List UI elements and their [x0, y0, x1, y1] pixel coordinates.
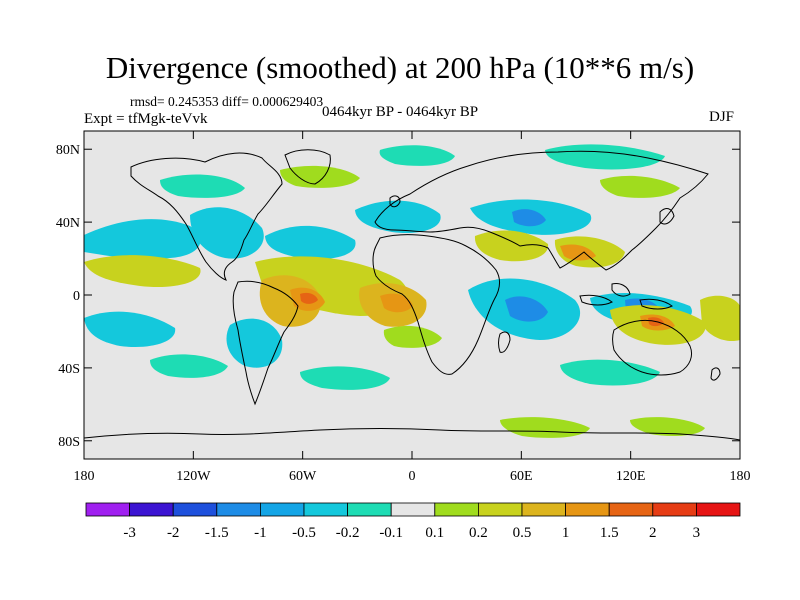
colorbar: -3 -2 -1.5 -1 -0.5 -0.2 -0.1 0.1 0.2 0.5 1 1.5 2 3 [85, 502, 741, 541]
colorbar-swatch [434, 502, 479, 517]
field-patch-s-indian-green [560, 359, 660, 386]
colorbar-swatch [521, 502, 566, 517]
field-patch-e-pacific [700, 295, 740, 342]
colorbar-swatch [347, 502, 392, 517]
colorbar-label: -1.5 [205, 525, 229, 541]
colorbar-label: -0.1 [379, 525, 403, 541]
field-patch-blue-asia [512, 209, 546, 227]
colorbar-label: 2 [649, 525, 657, 541]
axis-ticks: 180 120W 60W 0 60E 120E 180 80N 40N 0 40S 80S [56, 131, 751, 484]
field-patch-n-america [190, 207, 264, 259]
coastline-africa [372, 234, 501, 375]
colorbar-swatch [172, 502, 218, 517]
field-patch-red-1 [300, 292, 318, 304]
colorbar-label: -3 [123, 525, 136, 541]
field-patch-yg-1 [280, 165, 360, 188]
field-patch-siberia-green [545, 144, 665, 170]
colorbar-swatch [696, 502, 741, 517]
colorbar-label: -0.5 [292, 525, 316, 541]
colorbar-label: -1 [254, 525, 267, 541]
field-patch-yg-4 [630, 417, 705, 436]
season-label: DJF [709, 109, 735, 125]
field-patch-s-atlantic-green [300, 366, 390, 390]
colorbar-swatch [477, 502, 523, 517]
plot-title: Divergence (smoothed) at 200 hPa (10**6 … [105, 50, 695, 85]
field-patch-orange-2 [380, 293, 413, 313]
coastline-new-zealand [710, 367, 721, 381]
y-tick-label: 80N [56, 143, 80, 158]
field-patch-mediterranean [355, 200, 441, 234]
x-tick-label: 60W [289, 469, 317, 484]
colorbar-swatch [85, 502, 130, 517]
colorbar-label: 3 [693, 525, 701, 541]
coastline-indonesia [579, 294, 613, 306]
colorbar-label: 0.1 [425, 525, 444, 541]
coastline-greenland [284, 149, 331, 185]
colorbar-swatch [390, 502, 436, 517]
field-patch-s-pacific-green [150, 354, 228, 378]
coastline-borneo [611, 283, 631, 297]
field-patch-yg-2 [600, 175, 680, 198]
x-tick-label: 120E [616, 469, 646, 484]
y-tick-label: 40N [56, 216, 80, 231]
x-tick-label: 180 [730, 469, 751, 484]
stats-text: rmsd= 0.245353 diff= 0.000629403 [130, 94, 324, 109]
colorbar-swatch [216, 502, 261, 517]
colorbar-swatch [303, 502, 348, 517]
colorbar-label: -2 [167, 525, 180, 541]
y-tick-label: 0 [73, 289, 80, 304]
colorbar-label: 1.5 [600, 525, 619, 541]
colorbar-label: -0.2 [336, 525, 360, 541]
colorbar-label: 0.5 [513, 525, 532, 541]
field-patch-orange-3 [560, 244, 596, 261]
coastline-uk [389, 195, 401, 208]
colorbar-swatch [259, 502, 305, 517]
x-tick-label: 0 [409, 469, 416, 484]
experiment-label: Expt = tfMgk-teVvk [84, 111, 208, 127]
colorbar-swatch [565, 502, 610, 517]
field-patch-n-pacific [84, 219, 201, 260]
field-patch-s-pacific [84, 311, 176, 348]
y-tick-label: 80S [58, 435, 80, 450]
field-patch-trop-pacific [84, 255, 201, 288]
field-patch-yg-5 [383, 325, 442, 348]
colorbar-swatch [652, 502, 697, 517]
field-patch-arctic-green [379, 145, 455, 166]
x-tick-label: 60E [510, 469, 533, 484]
field-patch-s-america [226, 318, 283, 368]
field-patch-arabia [474, 230, 549, 262]
field-patch-canada-green [160, 174, 245, 198]
period-label: 0464kyr BP - 0464kyr BP [322, 104, 479, 120]
field-patch-blue-indian [505, 296, 548, 322]
colorbar-swatch [129, 502, 174, 517]
y-tick-label: 40S [58, 362, 80, 377]
coastline-north-america [130, 152, 283, 281]
coastline-antarctica [84, 428, 740, 441]
coastlines [84, 149, 740, 441]
x-tick-label: 120W [176, 469, 211, 484]
coastline-madagascar [498, 331, 511, 353]
divergence-field [84, 144, 740, 438]
coastline-japan [659, 208, 675, 225]
coastline-south-america [232, 280, 299, 406]
colorbar-swatch [608, 502, 654, 517]
coastline-australia [612, 319, 693, 376]
coastline-new-guinea [639, 298, 673, 310]
colorbar-label: 0.2 [469, 525, 488, 541]
x-tick-label: 180 [74, 469, 95, 484]
colorbar-label: 1 [562, 525, 570, 541]
field-patch-n-atlantic [265, 225, 356, 260]
coastline-eurasia [374, 150, 709, 271]
